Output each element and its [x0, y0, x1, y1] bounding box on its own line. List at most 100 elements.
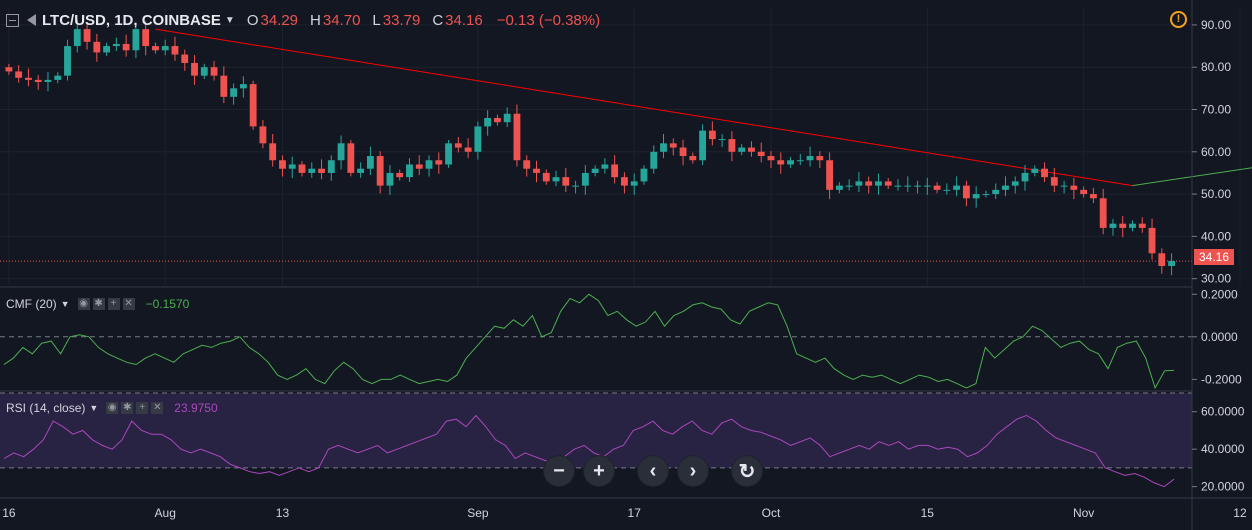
collapse-icon[interactable]: [6, 13, 19, 27]
candle: [1050, 177, 1058, 186]
candle: [15, 71, 23, 78]
candle: [1099, 198, 1107, 228]
rsi-tick-label: 40.0000: [1201, 442, 1245, 456]
rsi-line: [3, 414, 1175, 488]
candle: [923, 185, 931, 187]
zoom-out-button[interactable]: −: [544, 456, 574, 486]
candle: [25, 77, 32, 80]
eye-icon[interactable]: ◉: [77, 298, 90, 310]
candle: [318, 168, 325, 173]
price-tick-label: 60.00: [1201, 145, 1231, 159]
price-tick-label: 90.00: [1201, 18, 1231, 32]
candle: [826, 160, 834, 190]
last-price-label: 34.16: [1194, 249, 1234, 265]
price-tick-label: 70.00: [1201, 102, 1231, 116]
candle: [542, 172, 550, 182]
candle: [1119, 223, 1127, 228]
candle: [230, 88, 238, 97]
candle: [122, 43, 130, 51]
plus-icon[interactable]: +: [136, 402, 149, 414]
candle: [64, 46, 71, 76]
candle: [982, 194, 990, 196]
gear-icon[interactable]: ✱: [92, 298, 105, 310]
candle: [73, 29, 81, 47]
trendline: [155, 28, 1133, 187]
open-value: 34.29: [260, 11, 299, 29]
candle: [855, 181, 863, 186]
chevron-down-icon[interactable]: ▼: [60, 299, 70, 309]
candle: [601, 164, 609, 169]
time-tick-label: 16: [2, 506, 16, 520]
candle: [54, 75, 62, 80]
candle: [933, 185, 941, 190]
candle: [308, 168, 316, 173]
candle: [953, 185, 961, 190]
warning-icon[interactable]: !: [1170, 11, 1187, 28]
candle: [474, 126, 482, 152]
rsi-tick-label: 60.0000: [1201, 405, 1245, 419]
candle: [796, 160, 804, 162]
gear-icon[interactable]: ✱: [121, 402, 134, 414]
candle: [1080, 189, 1088, 195]
candle: [503, 113, 511, 123]
eye-icon[interactable]: ◉: [106, 402, 119, 414]
chevron-down-icon[interactable]: ▼: [89, 403, 99, 413]
candle: [200, 67, 208, 76]
candle: [93, 41, 101, 53]
cmf-value: −0.1570: [145, 297, 190, 311]
cmf-line: [3, 293, 1175, 390]
high-label: H: [310, 11, 321, 29]
high-value: 34.70: [322, 11, 361, 29]
candle: [269, 143, 277, 161]
close-label: C: [432, 11, 444, 29]
symbol-label[interactable]: LTC/USD, 1D, COINBASE: [42, 11, 221, 29]
candle: [894, 185, 902, 187]
price-tick-label: 40.00: [1201, 229, 1231, 243]
flag-icon[interactable]: [27, 14, 36, 26]
candle: [415, 164, 423, 169]
rsi-name[interactable]: RSI (14, close): [6, 401, 86, 415]
candle: [943, 189, 951, 191]
candle: [103, 46, 111, 53]
scroll-back-button[interactable]: ‹: [638, 456, 668, 486]
candle: [816, 156, 824, 161]
candle: [279, 160, 286, 169]
low-value: 33.79: [382, 11, 421, 29]
candle: [914, 185, 921, 187]
rsi-tick-label: 20.0000: [1201, 480, 1245, 494]
candle: [562, 177, 570, 186]
candle: [650, 151, 658, 169]
open-label: O: [246, 11, 259, 29]
candle: [161, 46, 169, 51]
candle: [44, 79, 52, 83]
candle: [669, 143, 677, 148]
time-tick-label: 17: [628, 506, 642, 520]
symbol-header: LTC/USD, 1D, COINBASE ▼ O 34.29 H 34.70 …: [6, 10, 600, 30]
candle: [699, 130, 707, 161]
candle: [660, 143, 667, 152]
candle: [728, 139, 736, 152]
close-icon[interactable]: ✕: [122, 298, 135, 310]
scroll-forward-button[interactable]: ›: [678, 456, 708, 486]
close-icon[interactable]: ✕: [151, 402, 164, 414]
cmf-name[interactable]: CMF (20): [6, 297, 57, 311]
candle: [875, 181, 882, 186]
candle: [396, 172, 404, 178]
cmf-tick-label: -0.2000: [1201, 372, 1242, 386]
time-tick-label: Sep: [467, 506, 489, 520]
candle: [552, 177, 560, 182]
candle: [904, 185, 912, 187]
plus-icon[interactable]: +: [107, 298, 120, 310]
zoom-in-button[interactable]: +: [584, 456, 614, 486]
candle: [83, 29, 91, 42]
candle: [347, 143, 355, 173]
chevron-down-icon[interactable]: ▼: [224, 14, 235, 26]
time-tick-label: Nov: [1073, 506, 1094, 520]
candle: [884, 181, 892, 186]
candle: [787, 160, 794, 165]
candle: [464, 147, 472, 152]
reset-chart-button[interactable]: ↻: [732, 456, 762, 486]
candle: [357, 168, 365, 173]
candle: [640, 168, 648, 182]
